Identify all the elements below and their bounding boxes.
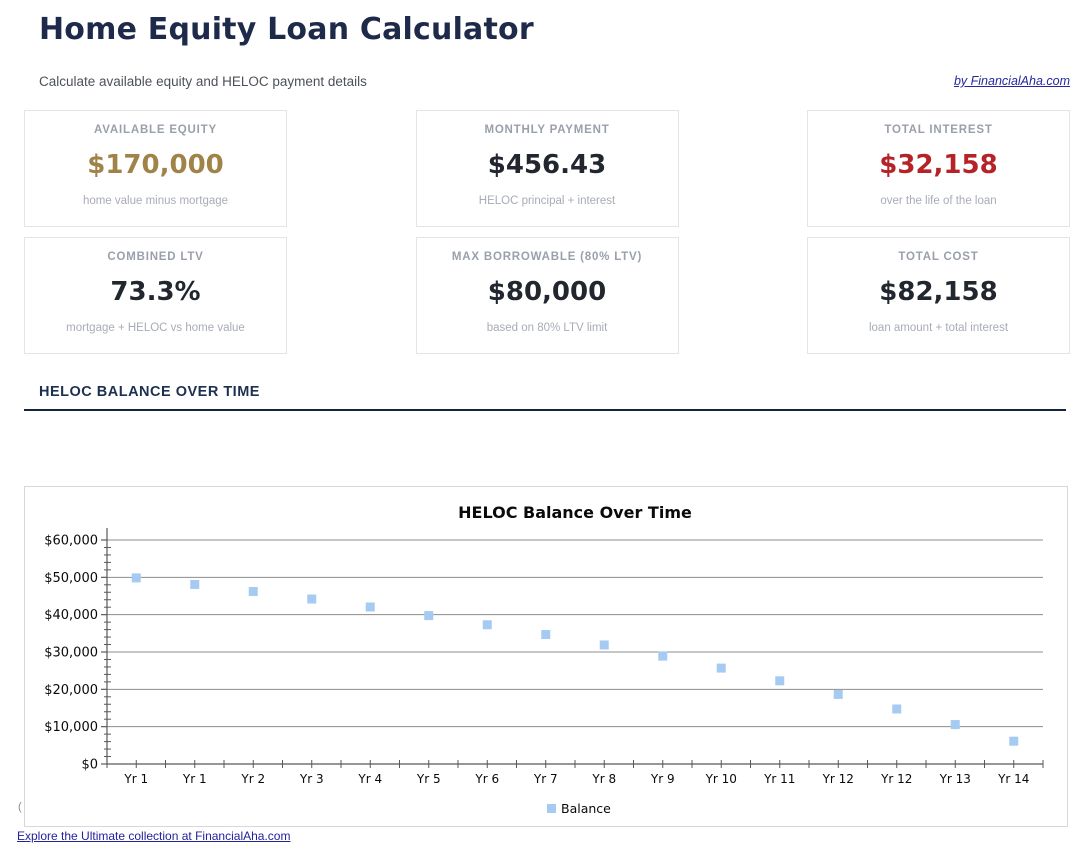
y-tick-label: $20,000	[44, 683, 98, 698]
data-point-marker	[950, 720, 960, 730]
legend-swatch	[547, 804, 556, 813]
stat-card-label: MONTHLY PAYMENT	[484, 124, 610, 136]
stat-card-combined-ltv: COMBINED LTV 73.3% mortgage + HELOC vs h…	[24, 237, 287, 354]
stat-card-subtext: HELOC principal + interest	[478, 195, 616, 207]
page-title: Home Equity Loan Calculator	[39, 12, 534, 47]
data-point-marker	[424, 611, 434, 621]
x-tick-label: Yr 1	[123, 772, 148, 786]
byline-link[interactable]: by FinancialAha.com	[953, 74, 1070, 88]
data-point-marker	[190, 579, 200, 589]
data-point-marker	[716, 663, 726, 673]
data-point-marker	[892, 704, 902, 714]
stat-card-value: $170,000	[87, 150, 224, 180]
x-tick-label: Yr 5	[416, 772, 441, 786]
y-tick-label: $60,000	[44, 534, 98, 549]
data-point-marker	[775, 676, 785, 686]
stat-card-total-cost: TOTAL COST $82,158 loan amount + total i…	[807, 237, 1070, 354]
data-point-marker	[658, 651, 668, 661]
stat-card-value: $80,000	[487, 277, 607, 307]
chart-title: HELOC Balance Over Time	[458, 503, 692, 522]
legend-label: Balance	[561, 801, 611, 816]
stat-card-subtext: based on 80% LTV limit	[486, 322, 608, 334]
stat-card-value: 73.3%	[110, 277, 201, 307]
x-tick-label: Yr 4	[357, 772, 382, 786]
x-tick-label: Yr 12	[880, 772, 912, 786]
data-point-marker	[131, 573, 141, 583]
stat-card-label: MAX BORROWABLE (80% LTV)	[451, 251, 643, 263]
stat-card-label: TOTAL COST	[898, 251, 979, 263]
x-tick-label: Yr 3	[299, 772, 324, 786]
y-tick-label: $50,000	[44, 571, 98, 586]
data-point-marker	[541, 630, 551, 640]
data-point-marker	[365, 602, 375, 612]
stat-card-label: TOTAL INTEREST	[884, 124, 993, 136]
stat-card-subtext: home value minus mortgage	[82, 195, 229, 207]
y-tick-label: $30,000	[44, 646, 98, 661]
data-point-marker	[307, 594, 317, 604]
y-tick-label: $40,000	[44, 608, 98, 623]
data-point-marker	[833, 689, 843, 699]
stat-card-value: $456.43	[487, 150, 607, 180]
stat-card-available-equity: AVAILABLE EQUITY $170,000 home value min…	[24, 110, 287, 227]
stat-cards-grid: AVAILABLE EQUITY $170,000 home value min…	[24, 110, 1070, 354]
stat-card-subtext: mortgage + HELOC vs home value	[66, 322, 245, 334]
stat-card-value: $82,158	[879, 277, 998, 307]
stat-card-max-borrowable: MAX BORROWABLE (80% LTV) $80,000 based o…	[415, 237, 679, 354]
x-tick-label: Yr 14	[997, 772, 1029, 786]
data-point-marker	[248, 587, 258, 597]
data-point-marker	[599, 640, 609, 650]
balance-scatter-plot: HELOC Balance Over Time $0 $10,000 $20,000 $…	[44, 503, 1044, 816]
y-tick-label: $10,000	[44, 720, 98, 735]
stat-card-label: COMBINED LTV	[107, 251, 204, 263]
stat-card-label: AVAILABLE EQUITY	[94, 124, 217, 136]
heloc-balance-chart: HELOC Balance Over Time $0 $10,000 $20,000 $…	[24, 486, 1068, 827]
section-divider	[24, 409, 1066, 411]
stat-card-value: $32,158	[879, 150, 998, 180]
stat-card-subtext: loan amount + total interest	[868, 322, 1009, 334]
x-tick-label: Yr 7	[533, 772, 558, 786]
section-title-heloc-balance: HELOC BALANCE OVER TIME	[39, 384, 260, 400]
x-tick-label: Yr 6	[474, 772, 499, 786]
clipped-character: (	[18, 801, 22, 813]
stat-card-monthly-payment: MONTHLY PAYMENT $456.43 HELOC principal …	[415, 110, 679, 227]
x-tick-label: Yr 12	[822, 772, 854, 786]
x-tick-label: Yr 11	[763, 772, 795, 786]
x-tick-label: Yr 10	[705, 772, 737, 786]
x-tick-label: Yr 8	[591, 772, 616, 786]
x-tick-label: Yr 2	[240, 772, 265, 786]
data-point-marker	[1009, 736, 1019, 746]
data-point-marker	[482, 620, 492, 630]
x-tick-label: Yr 1	[182, 772, 207, 786]
footer-collection-link[interactable]: Explore the Ultimate collection at Finan…	[17, 829, 291, 843]
stat-card-total-interest: TOTAL INTEREST $32,158 over the life of …	[807, 110, 1070, 227]
y-tick-label: $0	[81, 758, 98, 773]
page-subtitle: Calculate available equity and HELOC pay…	[39, 74, 367, 89]
stat-card-subtext: over the life of the loan	[880, 195, 997, 207]
x-tick-label: Yr 13	[939, 772, 971, 786]
x-tick-label: Yr 9	[650, 772, 675, 786]
